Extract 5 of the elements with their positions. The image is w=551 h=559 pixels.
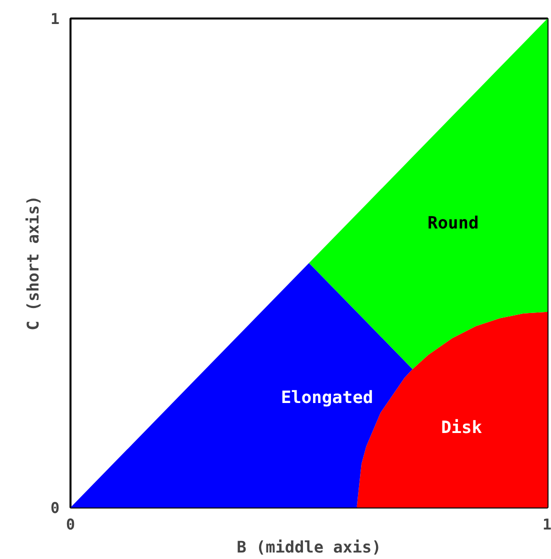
series-label: Elongated [280, 388, 374, 408]
series-label: Disk [441, 418, 482, 438]
y-axis-title: C (short axis) [23, 196, 42, 330]
series-label: Round [428, 214, 479, 234]
x-axis-title: B (middle axis) [236, 538, 382, 556]
